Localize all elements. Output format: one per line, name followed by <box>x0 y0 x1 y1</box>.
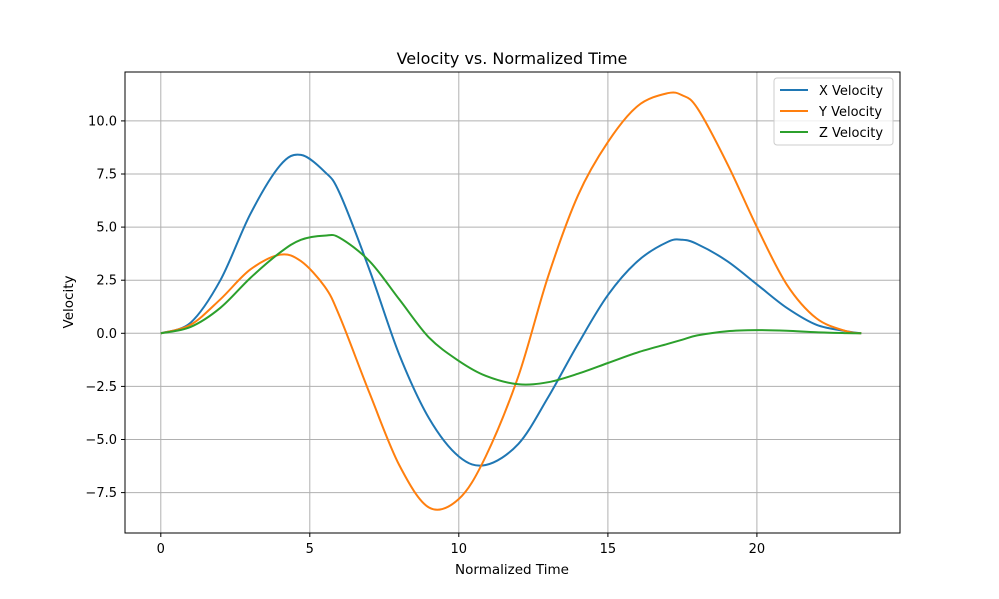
plot-area-frame <box>124 71 901 534</box>
series-line-x-velocity <box>160 153 862 467</box>
y-tick-label: 5.0 <box>96 221 117 236</box>
y-tick-label: −2.5 <box>85 380 117 395</box>
legend: X Velocity Y Velocity Z Velocity <box>773 77 894 146</box>
y-tick-label: 7.5 <box>96 168 117 183</box>
grid-lines <box>125 72 900 533</box>
chart-title: Velocity vs. Normalized Time <box>397 49 628 68</box>
y-axis-label: Velocity <box>61 276 77 329</box>
x-tick-label: 5 <box>306 542 314 557</box>
y-tick-label: −5.0 <box>85 433 117 448</box>
x-axis-label: Normalized Time <box>455 562 569 578</box>
legend-box <box>773 77 894 146</box>
y-tick-label: 2.5 <box>96 274 117 289</box>
series-line-y-velocity <box>160 91 862 511</box>
legend-label-z-velocity: Z Velocity <box>819 126 883 141</box>
series-lines <box>160 91 862 511</box>
y-tick-label: 10.0 <box>88 114 117 129</box>
x-tick-label: 0 <box>157 542 165 557</box>
x-tick-label: 10 <box>451 542 468 557</box>
x-tick-label: 20 <box>749 542 766 557</box>
y-tick-label: −7.5 <box>85 486 117 501</box>
x-tick-label: 15 <box>600 542 617 557</box>
y-axis-ticks: −7.5 −5.0 −2.5 0.0 2.5 5.0 7.5 10.0 <box>85 114 125 501</box>
y-tick-label: 0.0 <box>96 327 117 342</box>
legend-label-y-velocity: Y Velocity <box>818 105 882 120</box>
legend-label-x-velocity: X Velocity <box>819 84 883 99</box>
x-axis-ticks: 0 5 10 15 20 <box>157 533 766 557</box>
series-line-z-velocity <box>160 233 862 386</box>
